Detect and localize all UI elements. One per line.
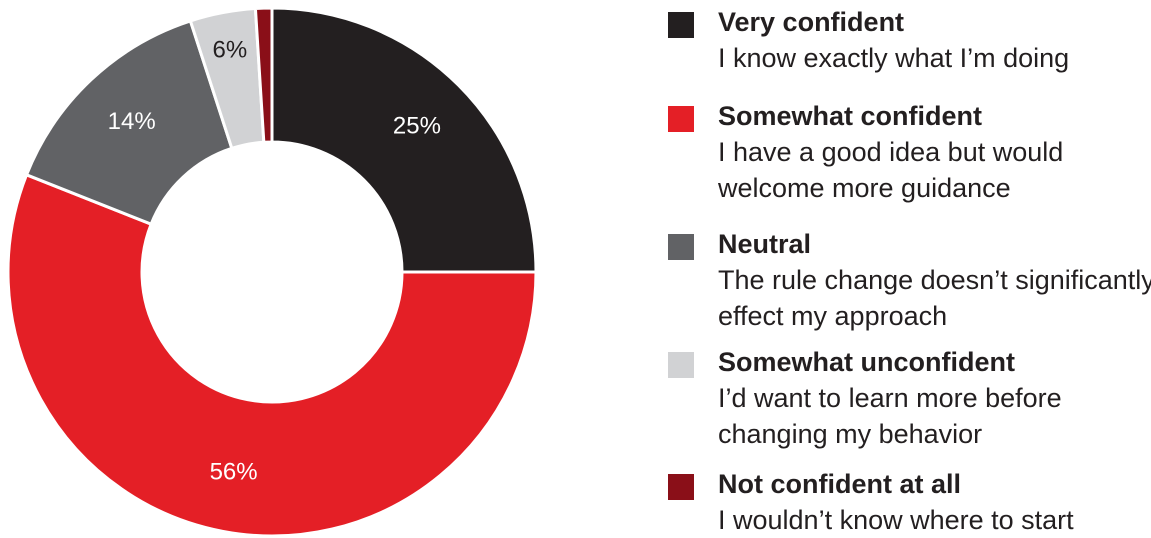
legend-label-somewhat-confident: Somewhat confident [718, 101, 983, 131]
legend-label-neutral: Neutral [718, 229, 812, 259]
donut-slice-very-confident [270, 6, 538, 274]
legend-description-somewhat-confident: I have a good idea but would welcome mor… [718, 137, 1064, 203]
legend-description-somewhat-unconfident: I’d want to learn more before changing m… [718, 383, 1062, 449]
legend-label-not-confident-at-all: Not confident at all [718, 469, 961, 499]
legend-description-not-confident-at-all: I wouldn’t know where to start [718, 505, 1074, 535]
legend-description-neutral: The rule change doesn’t significantly ef… [718, 265, 1151, 331]
legend-swatch-very-confident [668, 12, 694, 38]
donut-slice-somewhat-confident [6, 172, 538, 535]
donut-chart: 25% 56% 14% 6% [6, 6, 538, 535]
slice-value-label-neutral: 14% [108, 108, 156, 135]
donut-slice-not-confident-at-all [253, 6, 274, 144]
legend-description-very-confident: I know exactly what I’m doing [718, 43, 1070, 73]
legend-swatch-somewhat-unconfident [668, 352, 694, 378]
legend-label-somewhat-unconfident: Somewhat unconfident [718, 347, 1015, 377]
legend-label-very-confident: Very confident [718, 7, 905, 37]
slice-value-label-somewhat-confident: 56% [210, 459, 258, 486]
legend-swatch-not-confident-at-all [668, 474, 694, 500]
donut-slice-neutral [24, 19, 234, 227]
legend-swatch-neutral [668, 234, 694, 260]
slice-value-label-very-confident: 25% [393, 112, 441, 139]
slice-value-label-somewhat-unconfident: 6% [212, 36, 247, 63]
legend-swatch-somewhat-confident [668, 106, 694, 132]
